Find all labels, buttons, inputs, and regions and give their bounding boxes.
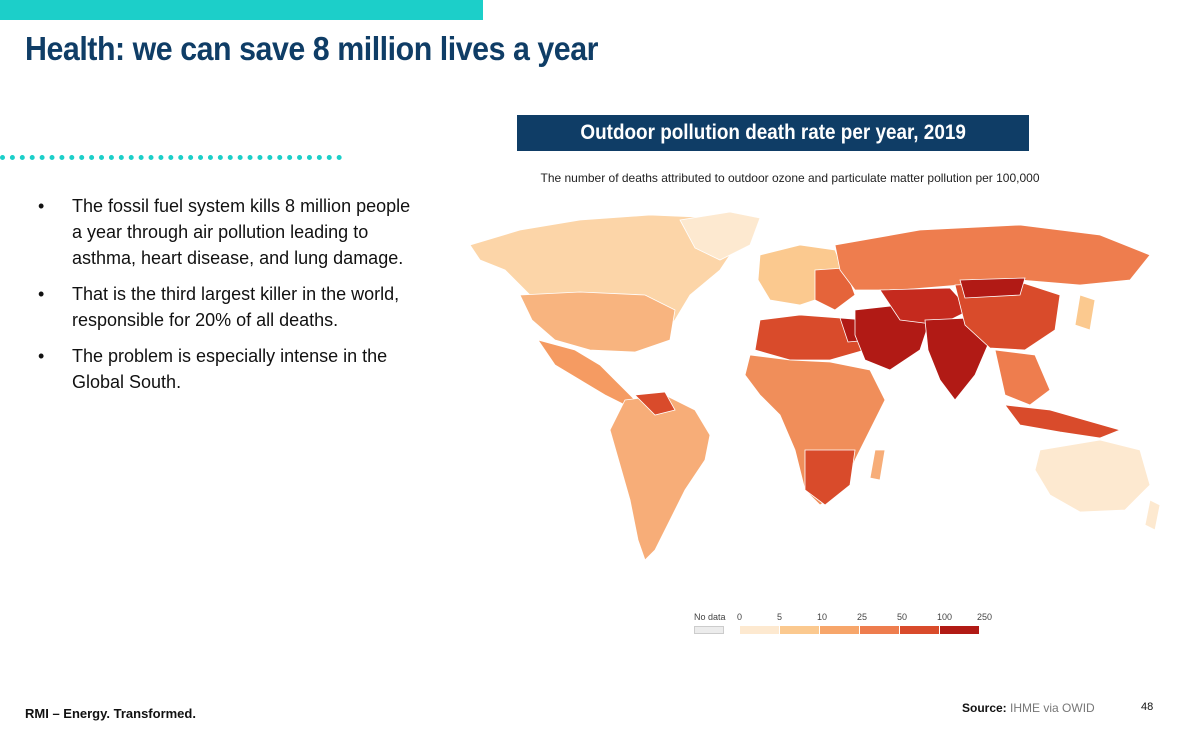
map-region-central-asia: [879, 287, 971, 326]
legend-color-swatch: [820, 626, 859, 634]
map-region-australia: [1034, 439, 1151, 513]
source-credit: Source: IHME via OWID: [962, 701, 1095, 715]
bullet-text: The fossil fuel system kills 8 million p…: [72, 196, 411, 268]
legend-tick-label: 250: [977, 612, 993, 622]
map-title: Outdoor pollution death rate per year, 2…: [580, 121, 966, 144]
map-region-southeast-asia: [994, 349, 1051, 406]
bullet-dot-icon: •: [38, 346, 45, 366]
legend-color-swatch: [740, 626, 779, 634]
map-title-box: Outdoor pollution death rate per year, 2…: [517, 115, 1029, 151]
bullet-dot-icon: •: [38, 284, 45, 304]
map-region-venezuela: [634, 391, 676, 416]
map-region-usa: [519, 291, 676, 353]
world-map: [469, 211, 1161, 561]
map-region-china: [954, 281, 1061, 351]
map-region-southern-africa: [804, 449, 856, 506]
map-region-madagascar: [869, 449, 886, 481]
map-region-indonesia: [1004, 404, 1122, 439]
map-region-japan: [1074, 294, 1096, 331]
map-subtitle: The number of deaths attributed to outdo…: [540, 171, 1040, 185]
legend-tick-label: 25: [857, 612, 868, 622]
bullet-item: • The fossil fuel system kills 8 million…: [38, 193, 418, 271]
bullet-text: That is the third largest killer in the …: [72, 284, 400, 330]
legend-color-swatch: [860, 626, 899, 634]
footer-brand: RMI – Energy. Transformed.: [25, 706, 196, 721]
legend-tick-label: 5: [777, 612, 783, 622]
legend-color-swatch: [780, 626, 819, 634]
bullet-item: • That is the third largest killer in th…: [38, 281, 418, 333]
legend-color-swatch: [900, 626, 939, 634]
legend-nodata-swatch: [694, 626, 724, 634]
page-number: 48: [1141, 701, 1154, 713]
map-region-mongolia: [959, 277, 1026, 299]
map-legend: No data 0 5 10 25 50 100 250: [694, 612, 994, 642]
bullet-text: The problem is especially intense in the…: [72, 346, 388, 392]
bullet-item: • The problem is especially intense in t…: [38, 343, 418, 395]
bullet-dot-icon: •: [38, 196, 45, 216]
legend-tick-label: 10: [817, 612, 828, 622]
page-title: Health: we can save 8 million lives a ye…: [25, 30, 599, 67]
map-region-south-america: [609, 394, 711, 561]
map-region-russia: [834, 224, 1151, 291]
dotted-divider: [0, 155, 342, 160]
legend-nodata-label: No data: [694, 612, 726, 622]
source-label: Source:: [962, 701, 1007, 715]
top-accent-bar: [0, 0, 483, 20]
legend-tick-label: 50: [897, 612, 908, 622]
source-value: IHME via OWID: [1010, 701, 1095, 715]
map-region-new-zealand: [1144, 499, 1161, 531]
legend-color-swatch: [940, 626, 979, 634]
bullet-list: • The fossil fuel system kills 8 million…: [38, 193, 418, 405]
legend-tick-label: 0: [737, 612, 743, 622]
legend-tick-label: 100: [937, 612, 953, 622]
map-region-greenland: [679, 211, 761, 261]
